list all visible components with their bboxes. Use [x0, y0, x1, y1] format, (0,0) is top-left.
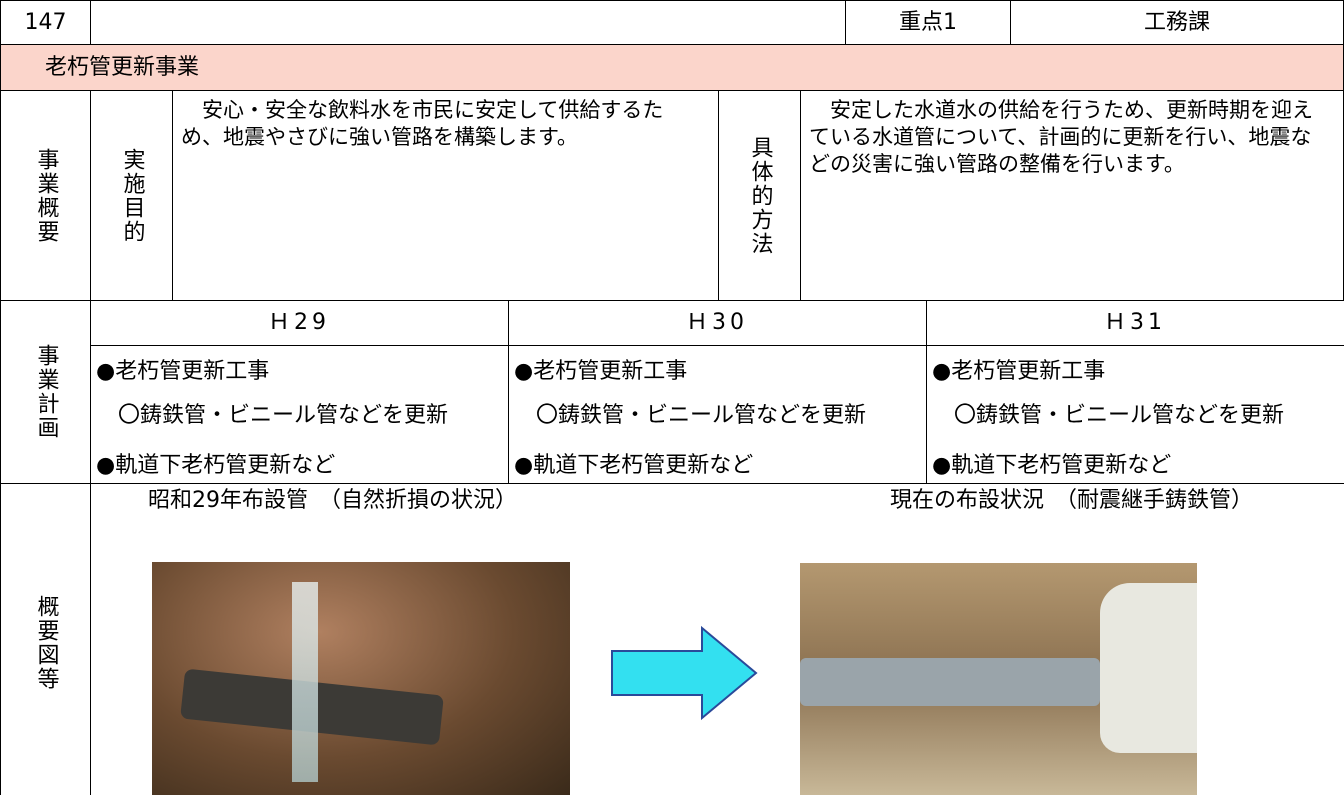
figures-label-cell: 概要図等 [0, 483, 91, 795]
priority: 重点1 [899, 10, 957, 35]
number-cell: 147 [0, 0, 91, 45]
plan-item: 〇鋳鉄管・ビニール管などを更新 [954, 403, 1285, 428]
title: 老朽管更新事業 [45, 55, 200, 80]
pipe [800, 658, 1100, 706]
photo-new-pipe [800, 563, 1197, 795]
overview-label: 事業概要 [33, 147, 59, 244]
plan-item: ●老朽管更新工事 [514, 359, 688, 384]
purpose-cell: 安心・安全な飲料水を市民に安定して供給するため、地震やさびに強い管路を構築します… [172, 90, 719, 301]
priority-cell: 重点1 [845, 0, 1011, 45]
department-cell: 工務課 [1010, 0, 1344, 45]
water [292, 582, 318, 782]
number: 147 [24, 10, 67, 35]
department: 工務課 [1143, 10, 1210, 35]
method-cell: 安定した水道水の供給を行うため、更新時期を迎えている水道管について、計画的に更新… [800, 90, 1344, 301]
overview-label-cell: 事業概要 [0, 90, 91, 301]
title-bar: 老朽管更新事業 [0, 44, 1344, 91]
plan-item: ●老朽管更新工事 [96, 359, 270, 384]
purpose-label: 実施目的 [119, 147, 145, 244]
plan-label: 事業計画 [33, 344, 59, 440]
plan-item: 〇鋳鉄管・ビニール管などを更新 [118, 403, 449, 428]
purpose-label-cell: 実施目的 [90, 90, 173, 301]
plan-year: Ｈ31 [1104, 310, 1166, 335]
plan-year: Ｈ29 [268, 310, 330, 335]
method: 安定した水道水の供給を行うため、更新時期を迎えている水道管について、計画的に更新… [809, 98, 1313, 176]
arrow [611, 625, 758, 721]
plan-label-cell: 事業計画 [0, 300, 91, 484]
plan-item: ●軌道下老朽管更新など [514, 453, 754, 478]
plan-item: ●軌道下老朽管更新など [932, 453, 1172, 478]
caption: 昭和29年布設管 （自然折損の状況） [148, 488, 517, 513]
plan-item: ●老朽管更新工事 [932, 359, 1106, 384]
plan-item: ●軌道下老朽管更新など [96, 453, 336, 478]
blank-cell [90, 0, 846, 45]
plan-year: Ｈ30 [686, 310, 748, 335]
arrow-shape [611, 625, 758, 721]
plan-item: 〇鋳鉄管・ビニール管などを更新 [536, 403, 867, 428]
figures-label: 概要図等 [33, 595, 59, 691]
method-label-cell: 具体的方法 [718, 90, 801, 301]
photo-broken-pipe [152, 562, 570, 795]
worker [1100, 583, 1197, 753]
caption: 現在の布設状況 （耐震継手鋳鉄管） [890, 488, 1254, 513]
purpose: 安心・安全な飲料水を市民に安定して供給するため、地震やさびに強い管路を構築します… [181, 98, 664, 149]
method-label: 具体的方法 [747, 135, 773, 256]
plan-year-cell [926, 300, 1344, 346]
